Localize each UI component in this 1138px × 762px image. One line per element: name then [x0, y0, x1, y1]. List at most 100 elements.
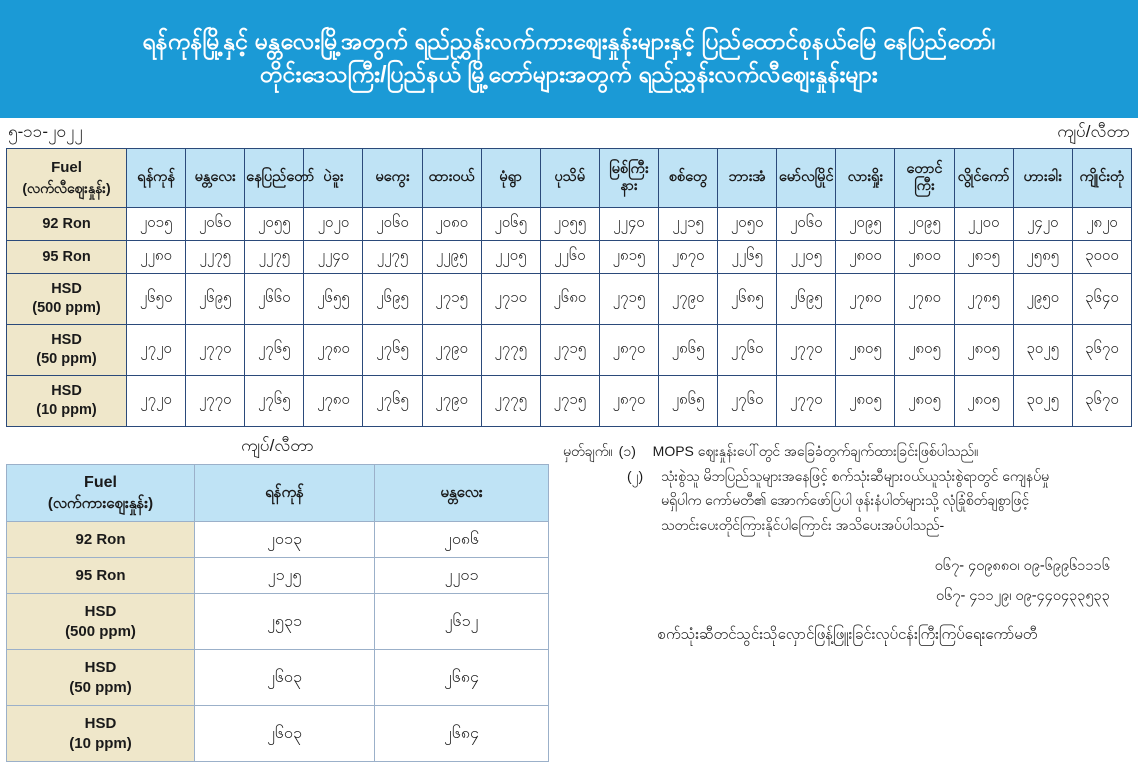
note-text-2-line-3: သတင်းပေးတိုင်ကြားနိုင်ပါကြောင်း အသိပေးအပ…: [661, 516, 945, 533]
retail-cell: ၂၈၀၀: [835, 240, 896, 274]
table-row: HSD (50 ppm) ၂၆၀၃ ၂၆၈၄: [6, 649, 549, 706]
retail-cell: ၂၀၁၅: [125, 207, 187, 241]
wholesale-col-header: ရန်ကုန်: [194, 464, 375, 522]
retail-col-header: မော်လမြိုင်: [776, 148, 837, 208]
retail-col-header: လွိုင်ကော်: [953, 148, 1014, 208]
note-text-2-line-3-wrap: သတင်းပေးတိုင်ကြားနိုင်ပါကြောင်း အသိပေးအပ…: [563, 513, 1132, 538]
retail-cell: ၂၀၉၅: [894, 207, 955, 241]
note-item-1: မှတ်ချက်။ (၁) MOPS ဈေးနှုန်းပေါ်တွင် အခြ…: [563, 439, 1132, 464]
retail-cell: ၃၆၇၀: [1071, 375, 1133, 427]
notes-label: မှတ်ချက်။: [563, 443, 613, 459]
retail-cell: ၂၈၀၅: [894, 324, 955, 376]
retail-col-header: မုံရွာ: [480, 148, 541, 208]
retail-cell: ၂၀၈၀: [421, 207, 482, 241]
table-row: 92 Ron ၂၀၁၃ ၂၀၈၆: [6, 521, 549, 558]
retail-cell: ၃၆၇၀: [1071, 324, 1133, 376]
retail-cell: ၂၇၉၀: [657, 273, 719, 325]
wholesale-cell: ၂၀၈၆: [374, 521, 549, 558]
retail-cell: ၂၇၆၀: [717, 324, 778, 376]
retail-col-header: ရန်ကုန်: [125, 148, 187, 208]
retail-cell: ၃၀၂၅: [1012, 324, 1073, 376]
wholesale-row-label: 95 Ron: [6, 557, 195, 594]
retail-col-header: နေပြည်တော်: [244, 148, 314, 208]
wholesale-row-label-en: HSD: [84, 715, 117, 732]
retail-cell: ၂၀၅၅: [539, 207, 600, 241]
wholesale-col-header: မန္တလေး: [374, 464, 549, 522]
retail-cell: ၂၀၆၀: [776, 207, 837, 241]
retail-row-label-en: 95 Ron: [42, 248, 91, 265]
phone-line-2: ၀၆၇- ၄၁၁၂၉၊ ၀၉-၄၄၀၄၃၃၅၃၃: [936, 588, 1110, 605]
retail-cell: ၂၈၁၅: [598, 240, 659, 274]
wholesale-header-row: Fuel (လက်ကားဈေးနှုန်း) ရန်ကုန် မန္တလေး: [6, 464, 549, 522]
retail-cell: ၂၇၁၅: [421, 273, 482, 325]
wholesale-cell: ၂၆၈၄: [374, 705, 549, 762]
retail-table-wrapper: Fuel (လက်လီဈေးနှုန်း) ရန်ကုန် မန္တလေး နေ…: [0, 148, 1138, 427]
retail-row-label-en: HSD: [51, 383, 82, 400]
retail-cell: ၂၇၁၅: [539, 324, 600, 376]
retail-cell: ၂၈၆၅: [657, 324, 719, 376]
retail-cell: ၂၇၂၀: [125, 324, 187, 376]
retail-cell: ၂၄၂၀: [1012, 207, 1073, 241]
table-row: HSD (500 ppm) ၂၆၅၀ ၂၆၉၅ ၂၆၆၀ ၂၆၅၅ ၂၆၉၅ ၂…: [6, 273, 1133, 325]
wholesale-table-body: 92 Ron ၂၀၁၃ ၂၀၈၆ 95 Ron ၂၁၂၅ ၂၂၀၁ HSD (5…: [6, 521, 549, 762]
retail-cell: ၂၇၈၀: [894, 273, 955, 325]
retail-cell: ၃၀၂၅: [1012, 375, 1073, 427]
retail-cell: ၂၂၇၅: [362, 240, 423, 274]
retail-cell: ၂၇၁၅: [539, 375, 600, 427]
retail-cell: ၂၇၇၅: [480, 375, 541, 427]
retail-cell: ၂၈၆၅: [657, 375, 719, 427]
wholesale-price-table: Fuel (လက်ကားဈေးနှုန်း) ရန်ကုန် မန္တလေး 9…: [6, 464, 549, 762]
retail-col-header: မြစ်ကြီးနား: [598, 148, 659, 208]
wholesale-row-label-sub: (10 ppm): [69, 734, 132, 752]
note-item-2: (၂) သုံးစွဲသူ မိဘပြည်သူများအနေဖြင့် စက်သ…: [563, 464, 1132, 489]
retail-cell: ၂၇၆၅: [362, 324, 423, 376]
retail-cell: ၂၀၆၀: [362, 207, 423, 241]
retail-row-label: HSD (50 ppm): [6, 324, 127, 376]
retail-cell: ၂၂၆၅: [717, 240, 778, 274]
retail-cell: ၂၀၅၅: [244, 207, 305, 241]
retail-cell: ၂၇၁၅: [598, 273, 659, 325]
wholesale-cell: ၂၅၃၁: [194, 593, 375, 650]
wholesale-row-label-en: HSD: [84, 659, 117, 676]
wholesale-row-label: HSD (10 ppm): [6, 705, 195, 762]
note-number-1: (၁): [618, 443, 636, 459]
retail-cell: ၂၇၈၀: [303, 324, 364, 376]
phone-line-1: ၀၆၇- ၄၀၉၈၈၀၊ ၀၉-၆၉၉၆၁၁၁၆: [934, 558, 1110, 574]
table-row: HSD (10 ppm) ၂၇၂၀ ၂၇၇၀ ၂၇၆၅ ၂၇၈၀ ၂၇၆၅ ၂၇…: [6, 375, 1133, 427]
wholesale-cell: ၂၂၀၁: [374, 557, 549, 594]
retail-cell: ၂၂၆၀: [539, 240, 600, 274]
retail-col-header: ပဲခူး: [303, 148, 364, 208]
retail-col-header: ကျိုင်းတုံ: [1071, 148, 1133, 208]
retail-cell: ၂၈၇၀: [598, 375, 659, 427]
wholesale-cell: ၂၆၈၄: [374, 649, 549, 706]
contact-phones: ၀၆၇- ၄၀၉၈၈၀၊ ၀၉-၆၉၉၆၁၁၁၆ ၀၆၇- ၄၁၁၂၉၊ ၀၉-…: [563, 537, 1132, 612]
retail-cell: ၂၂၇၅: [244, 240, 305, 274]
note-text-2-line-2-wrap: မရှိပါက ကော်မတီ၏ အောက်ဖော်ပြပါ ဖုန်းနံပါ…: [563, 488, 1132, 513]
wholesale-fuel-header-my: (လက်ကားဈေးနှုန်း): [47, 494, 154, 512]
retail-cell: ၂၇၈၅: [953, 273, 1014, 325]
retail-cell: ၂၈၂၀: [1071, 207, 1133, 241]
unit-label-wholesale: ကျပ်/လီတာ: [241, 436, 314, 455]
wholesale-cell: ၂၀၁၃: [194, 521, 375, 558]
retail-col-header: မကွေး: [362, 148, 423, 208]
retail-cell: ၂၀၅၀: [717, 207, 778, 241]
wholesale-row-label-en: HSD: [84, 603, 117, 620]
retail-cell: ၂၈၀၅: [894, 375, 955, 427]
retail-table-body: 92 Ron ၂၀၁၅ ၂၀၆၀ ၂၀၅၅ ၂၀၂၀ ၂၀၆၀ ၂၀၈၀ ၂၀၆…: [6, 207, 1133, 427]
retail-cell: ၂၆၅၅: [303, 273, 364, 325]
retail-cell: ၂၇၉၀: [421, 375, 482, 427]
retail-cell: ၂၂၄၀: [598, 207, 659, 241]
retail-cell: ၂၈၀၀: [894, 240, 955, 274]
retail-cell: ၂၆၅၀: [125, 273, 187, 325]
retail-cell: ၂၂၀၅: [480, 240, 541, 274]
retail-cell: ၂၂၀၅: [776, 240, 837, 274]
retail-cell: ၂၇၇၀: [776, 375, 837, 427]
table-row: 92 Ron ၂၀၁၅ ၂၀၆၀ ၂၀၅၅ ၂၀၂၀ ၂၀၆၀ ၂၀၈၀ ၂၀၆…: [6, 207, 1133, 241]
wholesale-row-label: HSD (500 ppm): [6, 593, 195, 650]
retail-cell: ၂၆၆၀: [244, 273, 305, 325]
retail-col-header: ဘားအံ: [717, 148, 778, 208]
retail-cell: ၂၆၈၅: [717, 273, 778, 325]
retail-cell: ၂၇၆၅: [244, 324, 305, 376]
committee-footer: စက်သုံးဆီတင်သွင်းသိုလှောင်ဖြန့်ဖြူးခြင်း…: [657, 625, 1038, 643]
retail-table-head: Fuel (လက်လီဈေးနှုန်း) ရန်ကုန် မန္တလေး နေ…: [6, 148, 1133, 208]
